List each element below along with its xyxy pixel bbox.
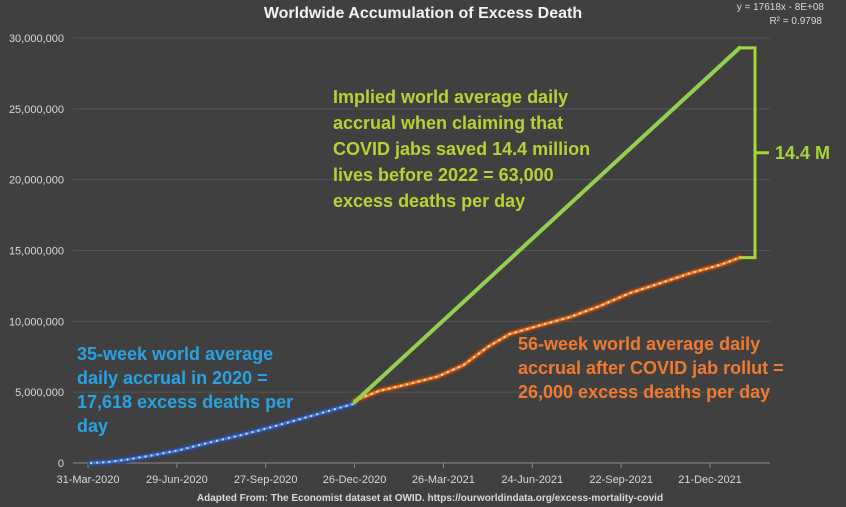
annotation-implied: Implied world average daily accrual when … (333, 87, 590, 211)
annotation-2020-line: day (77, 416, 108, 436)
gridlines (73, 37, 770, 393)
annotation-2020-line: 17,618 excess deaths per (77, 392, 293, 412)
y-tick-label: 30,000,000 (9, 33, 64, 45)
annotation-after-rollout-line: accrual after COVID jab rollut = (518, 358, 784, 378)
series-group (87, 45, 744, 467)
x-tick-label: 22-Sep-2021 (589, 474, 653, 486)
annotation-2020-line: 35-week world average (77, 344, 273, 364)
x-axis-ticks: 31-Mar-2020 29-Jun-2020 27-Sep-2020 26-Dec-… (57, 463, 742, 486)
annotations: Implied world average daily accrual when … (77, 87, 784, 436)
y-axis-ticks: 0 5,000,000 10,000,000 15,000,000 20,000,000… (9, 33, 64, 470)
difference-bracket: 14.4 M (739, 46, 830, 260)
annotation-implied-line: excess deaths per day (333, 191, 525, 211)
annotation-2020-line: daily accrual in 2020 = (77, 368, 268, 388)
annotation-after-rollout-line: 26,000 excess deaths per day (518, 382, 770, 402)
y-tick-label: 25,000,000 (9, 104, 64, 116)
bracket-line (739, 46, 769, 260)
annotation-after-rollout-line: 56-week world average daily (518, 334, 760, 354)
x-tick-label: 26-Dec-2020 (323, 474, 387, 486)
series-after-rollout-points (353, 256, 741, 402)
series-implied-line (352, 45, 742, 405)
y-tick-label: 10,000,000 (9, 316, 64, 328)
annotation-implied-line: Implied world average daily (333, 87, 568, 107)
source-note: Adapted From: The Economist dataset at O… (197, 493, 663, 504)
annotation-implied-line: lives before 2022 = 63,000 (333, 165, 554, 185)
y-tick-label: 0 (58, 458, 64, 470)
x-tick-label: 31-Mar-2020 (57, 474, 120, 486)
x-tick-label: 27-Sep-2020 (234, 474, 298, 486)
x-tick-label: 26-Mar-2021 (412, 474, 475, 486)
annotation-implied-line: accrual when claiming that (333, 113, 563, 133)
trendline-equation: y = 17618x - 8E+08 (737, 2, 825, 13)
y-tick-label: 5,000,000 (15, 387, 64, 399)
x-tick-label: 21-Dec-2021 (678, 474, 742, 486)
x-tick-label: 24-Jun-2021 (501, 474, 563, 486)
trendline-r2: R² = 0.9798 (769, 16, 822, 27)
x-tick-label: 29-Jun-2020 (146, 474, 208, 486)
chart-title: Worldwide Accumulation of Excess Death (264, 5, 582, 22)
annotation-after-rollout: 56-week world average daily accrual after… (518, 334, 784, 402)
annotation-2020: 35-week world average daily accrual in 20… (77, 344, 293, 436)
series-2020-points (89, 402, 356, 465)
annotation-implied-line: COVID jabs saved 14.4 million (333, 139, 590, 159)
y-tick-label: 15,000,000 (9, 246, 64, 258)
bracket-label: 14.4 M (775, 143, 830, 163)
y-tick-label: 20,000,000 (9, 175, 64, 187)
